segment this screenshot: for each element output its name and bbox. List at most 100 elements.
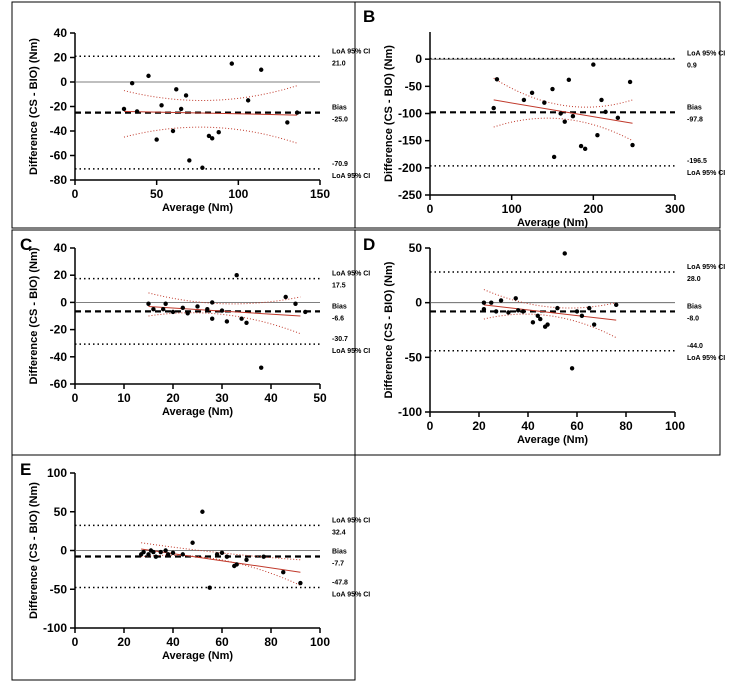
data-point <box>239 316 244 321</box>
x-tick-label: 50 <box>150 187 164 201</box>
y-tick-label: 40 <box>54 241 68 255</box>
reference-value: 21.0 <box>332 60 346 67</box>
y-tick-label: -40 <box>50 350 68 364</box>
y-tick-label: 20 <box>54 268 68 282</box>
data-point <box>229 61 234 66</box>
data-point <box>214 552 220 557</box>
panel-frame <box>11 454 356 681</box>
data-point <box>146 73 151 79</box>
x-tick-label: 80 <box>264 635 278 649</box>
data-point <box>293 301 298 306</box>
reference-value: 0.9 <box>687 63 697 70</box>
x-tick-label: 100 <box>665 419 685 433</box>
y-tick-label: -50 <box>405 350 423 364</box>
data-point <box>516 308 521 313</box>
data-point <box>244 557 249 562</box>
data-point <box>582 146 588 152</box>
confidence-band <box>483 289 617 309</box>
data-point <box>146 552 151 557</box>
y-tick-label: -50 <box>405 79 423 93</box>
confidence-band <box>483 313 617 339</box>
data-point <box>285 120 290 125</box>
data-point <box>141 549 146 555</box>
reference-name: LoA 95% CI <box>687 355 725 362</box>
reference-value: -6.6 <box>332 315 344 322</box>
data-point <box>134 109 140 114</box>
data-point <box>591 62 596 67</box>
data-point <box>200 165 205 170</box>
reference-name: LoA 95% CI <box>687 170 725 177</box>
data-point <box>545 322 550 327</box>
data-point <box>566 77 572 83</box>
y-tick-label: -20 <box>50 100 68 114</box>
x-tick-label: 10 <box>117 391 131 405</box>
data-point <box>558 111 563 116</box>
data-point <box>159 103 164 108</box>
confidence-band <box>123 126 298 144</box>
data-point <box>615 115 621 121</box>
y-axis-label: Difference (CS - BIO) (Nm) <box>28 482 40 619</box>
reference-name: Bias <box>687 104 702 111</box>
data-point <box>200 509 205 514</box>
x-axis-label: Average (Nm) <box>162 406 233 418</box>
x-tick-label: 20 <box>166 391 180 405</box>
data-point <box>219 550 225 556</box>
y-tick-label: -150 <box>398 134 422 148</box>
data-point <box>542 100 547 105</box>
data-point <box>595 133 600 138</box>
data-point <box>180 552 185 557</box>
panel-frame <box>354 229 721 456</box>
data-point <box>129 81 135 86</box>
data-point <box>244 320 249 325</box>
panel-label: D <box>363 235 375 254</box>
x-tick-label: 300 <box>665 202 685 216</box>
reference-value: -30.7 <box>332 336 348 343</box>
data-point <box>529 90 535 96</box>
y-tick-label: 0 <box>415 52 422 66</box>
data-point <box>146 301 151 306</box>
y-tick-label: 40 <box>54 26 68 40</box>
x-tick-label: 40 <box>166 635 180 649</box>
y-tick-label: 0 <box>60 75 67 89</box>
y-tick-label: 0 <box>415 296 422 310</box>
data-point <box>283 294 288 300</box>
x-tick-label: 50 <box>313 391 327 405</box>
y-tick-label: -60 <box>50 149 68 163</box>
panel-label: B <box>363 7 375 26</box>
reference-name: LoA 95% CI <box>332 348 370 355</box>
data-point <box>158 549 163 555</box>
data-point <box>180 305 185 311</box>
data-point <box>234 273 239 278</box>
data-point <box>207 585 212 590</box>
data-point <box>520 309 526 314</box>
reference-name: Bias <box>332 548 347 555</box>
data-point <box>170 309 176 315</box>
data-point <box>494 77 500 82</box>
x-axis-label: Average (Nm) <box>517 434 588 446</box>
x-axis-label: Average (Nm) <box>162 650 233 662</box>
x-tick-label: 20 <box>117 635 131 649</box>
data-point <box>163 548 168 553</box>
reference-value: -25.0 <box>332 117 348 124</box>
data-point <box>569 366 575 371</box>
data-point <box>281 570 286 575</box>
data-point <box>216 130 221 135</box>
confidence-band <box>141 542 301 561</box>
x-tick-label: 0 <box>72 187 79 201</box>
data-point <box>550 86 555 92</box>
x-tick-label: 0 <box>427 419 434 433</box>
x-tick-label: 100 <box>502 202 522 216</box>
x-tick-label: 60 <box>570 419 584 433</box>
x-tick-label: 80 <box>619 419 633 433</box>
trend-line <box>483 304 617 321</box>
data-point <box>154 137 159 142</box>
reference-value: -44.0 <box>687 343 703 350</box>
data-point <box>261 554 266 559</box>
trend-line <box>148 305 301 317</box>
data-point <box>183 93 189 98</box>
trend-line <box>493 99 633 124</box>
data-point <box>185 311 190 316</box>
data-point <box>294 110 300 115</box>
